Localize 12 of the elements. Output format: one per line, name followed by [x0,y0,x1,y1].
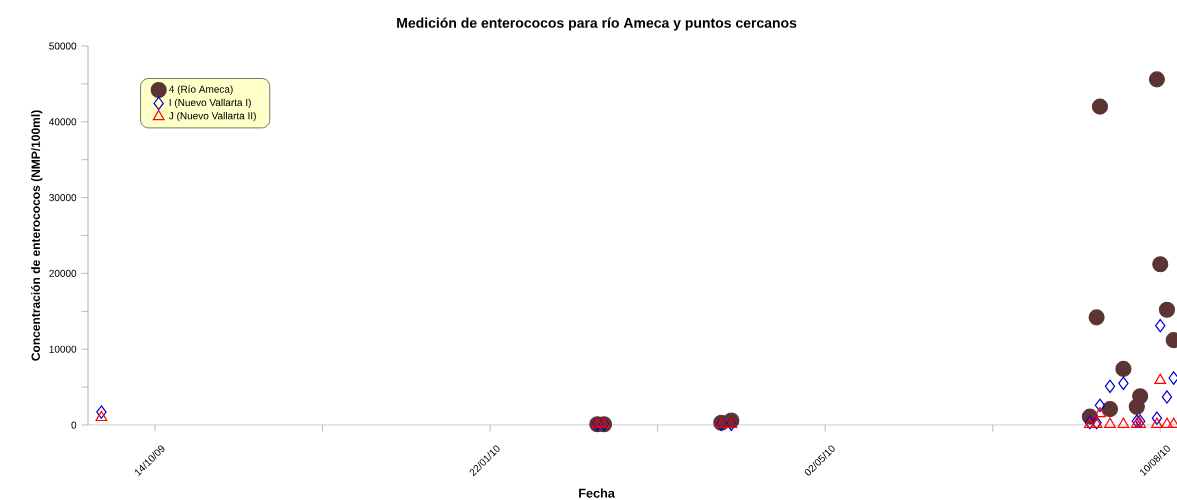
legend-label: 4 (Río Ameca) [169,85,233,95]
chart-title: Medición de enterococos para río Ameca y puntos cercanos [397,17,797,31]
y-tick-label: 20000 [49,269,77,277]
y-tick-label: 40000 [49,118,77,126]
y-axis-title: Concentración de enterococos (NMP/100ml) [31,110,43,361]
legend-label: J (Nuevo Vallarta II) [168,112,256,122]
y-tick-label: 10000 [49,345,77,353]
y-tick-label: 0 [71,421,77,429]
y-tick-label: 30000 [49,194,77,202]
y-tick-label: 50000 [49,42,77,50]
legend-label: I (Nuevo Vallarta I) [169,98,251,109]
x-axis-title: Fecha [579,488,615,498]
